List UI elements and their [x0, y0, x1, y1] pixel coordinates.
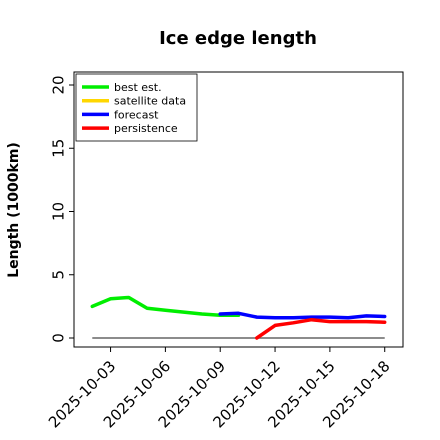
series-line-persistence: [255, 317, 387, 340]
chart-title: Ice edge length: [159, 28, 317, 49]
legend-label: forecast: [114, 108, 159, 121]
series-line-forecast: [218, 311, 387, 320]
y-tick-label: 15: [49, 139, 67, 158]
y-tick-label: 10: [49, 202, 67, 221]
y-tick-label: 5: [49, 270, 67, 280]
legend-label: persistence: [114, 122, 178, 135]
y-tick-label: 20: [49, 75, 67, 94]
legend-label: best est.: [114, 81, 162, 94]
legend: best est.satellite dataforecastpersisten…: [75, 73, 198, 142]
y-axis-label: Length (1000km): [6, 142, 22, 278]
y-tick-label: 0: [49, 333, 67, 343]
series-line-best-est-: [90, 295, 241, 317]
legend-label: satellite data: [114, 95, 186, 108]
plot-frame: [73, 71, 404, 348]
